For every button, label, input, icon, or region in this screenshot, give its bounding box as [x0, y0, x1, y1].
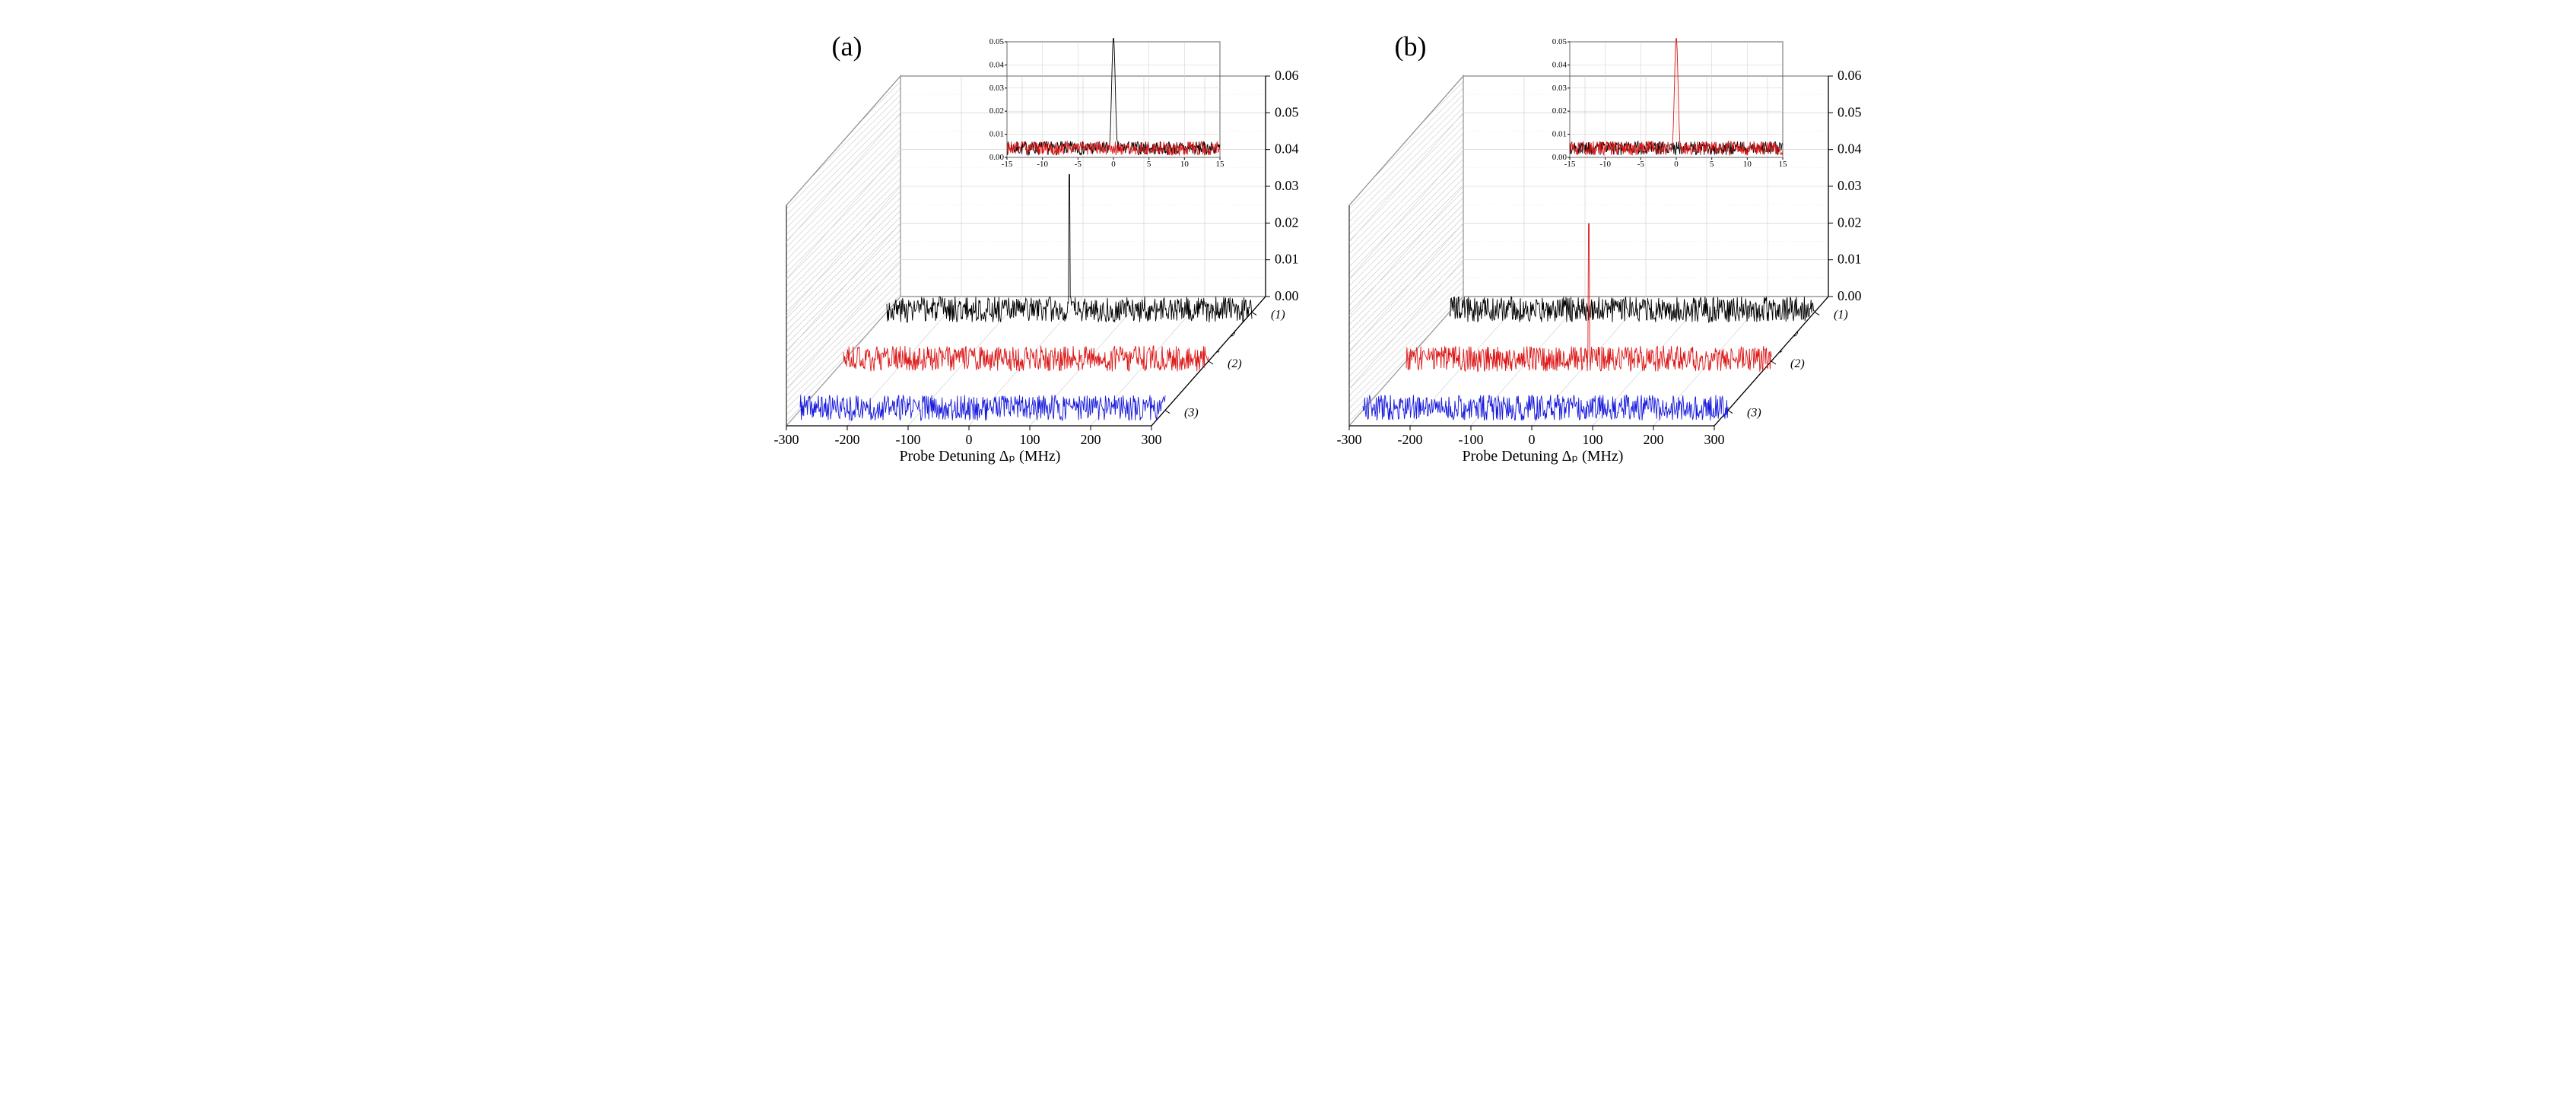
svg-text:100: 100 — [1582, 432, 1602, 447]
svg-text:15: 15 — [1778, 160, 1787, 169]
svg-text:300: 300 — [1704, 432, 1724, 447]
svg-text:0.01: 0.01 — [1838, 252, 1862, 267]
svg-text:0.03: 0.03 — [1838, 178, 1862, 193]
svg-text:-100: -100 — [1458, 432, 1483, 447]
svg-text:0.05: 0.05 — [1552, 37, 1567, 46]
svg-text:0.04: 0.04 — [989, 60, 1004, 69]
svg-text:15: 15 — [1215, 160, 1224, 169]
svg-text:(2): (2) — [1790, 357, 1805, 370]
svg-text:(2): (2) — [1228, 357, 1242, 370]
inset-b-svg: -15-10-50510150.000.010.020.030.040.05 — [1543, 38, 1787, 171]
svg-text:-5: -5 — [1074, 160, 1082, 169]
svg-text:5: 5 — [1709, 160, 1714, 169]
inset-b: -15-10-50510150.000.010.020.030.040.05 — [1543, 38, 1787, 171]
svg-text:0.02: 0.02 — [1275, 214, 1299, 230]
svg-text:200: 200 — [1643, 432, 1663, 447]
svg-text:0.02: 0.02 — [989, 106, 1003, 116]
svg-text:5: 5 — [1146, 160, 1151, 169]
panel-a: (a) Probe Detuning Δₚ (MHz) Cavity Trans… — [741, 15, 1273, 471]
svg-text:0.06: 0.06 — [1275, 68, 1299, 83]
panel-b-label: (b) — [1395, 30, 1427, 62]
svg-text:(1): (1) — [1834, 308, 1848, 321]
svg-text:10: 10 — [1180, 160, 1189, 169]
svg-text:0.05: 0.05 — [989, 37, 1004, 46]
panel-a-label: (a) — [832, 30, 862, 62]
svg-text:(1): (1) — [1271, 308, 1285, 321]
svg-text:0.01: 0.01 — [989, 130, 1003, 139]
svg-text:-300: -300 — [773, 432, 799, 447]
svg-text:0.06: 0.06 — [1838, 68, 1862, 83]
svg-text:(3): (3) — [1747, 407, 1761, 420]
panel-b: (b) Probe Detuning Δₚ (MHz) Cavity Trans… — [1304, 15, 1836, 471]
inset-a-svg: -15-10-50510150.000.010.020.030.040.05 — [980, 38, 1224, 171]
svg-text:-5: -5 — [1637, 160, 1644, 169]
svg-text:0: 0 — [1528, 432, 1535, 447]
svg-text:300: 300 — [1141, 432, 1161, 447]
inset-a: -15-10-50510150.000.010.020.030.040.05 — [980, 38, 1224, 171]
svg-text:0.00: 0.00 — [989, 153, 1004, 162]
svg-text:0.05: 0.05 — [1275, 104, 1299, 119]
svg-text:-300: -300 — [1336, 432, 1361, 447]
svg-text:-10: -10 — [1599, 160, 1611, 169]
svg-text:0.01: 0.01 — [1552, 130, 1566, 139]
svg-text:100: 100 — [1019, 432, 1040, 447]
svg-text:0: 0 — [1674, 160, 1679, 169]
svg-text:0.00: 0.00 — [1838, 288, 1862, 303]
svg-text:0.05: 0.05 — [1838, 104, 1862, 119]
svg-text:-200: -200 — [1397, 432, 1422, 447]
svg-text:0.01: 0.01 — [1275, 252, 1299, 267]
svg-text:0.02: 0.02 — [1552, 106, 1566, 116]
svg-text:10: 10 — [1742, 160, 1752, 169]
svg-text:0.02: 0.02 — [1838, 214, 1862, 230]
svg-text:0: 0 — [1111, 160, 1116, 169]
svg-text:-200: -200 — [834, 432, 859, 447]
svg-text:0.04: 0.04 — [1275, 141, 1299, 157]
svg-text:0.00: 0.00 — [1552, 153, 1567, 162]
svg-text:0.03: 0.03 — [1552, 84, 1567, 93]
svg-text:0.03: 0.03 — [989, 84, 1004, 93]
svg-text:0: 0 — [965, 432, 972, 447]
svg-text:0.04: 0.04 — [1552, 60, 1567, 69]
svg-text:0.04: 0.04 — [1838, 141, 1862, 157]
svg-text:0.00: 0.00 — [1275, 288, 1299, 303]
svg-text:-100: -100 — [895, 432, 920, 447]
svg-text:200: 200 — [1080, 432, 1101, 447]
svg-text:0.03: 0.03 — [1275, 178, 1299, 193]
svg-text:(3): (3) — [1184, 407, 1199, 420]
svg-text:-10: -10 — [1037, 160, 1048, 169]
